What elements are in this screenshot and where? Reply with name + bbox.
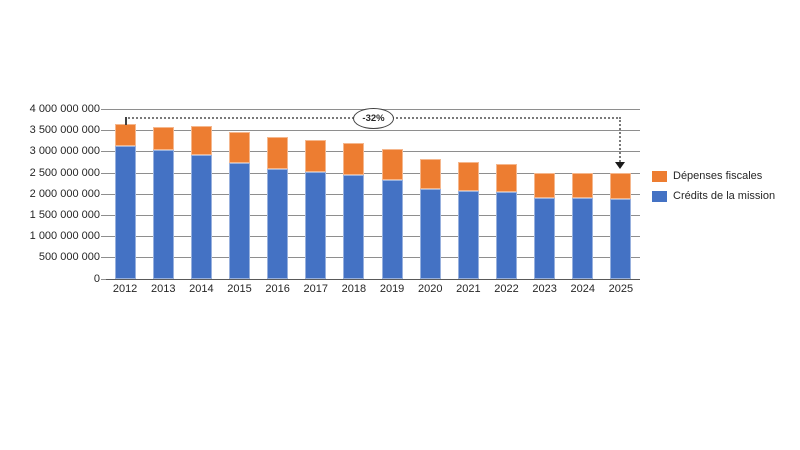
y-axis-tick-label: 1 500 000 000 bbox=[29, 208, 100, 221]
bar-2019-depenses bbox=[381, 148, 403, 181]
y-axis-tick bbox=[101, 109, 106, 110]
x-axis-label-2012: 2012 bbox=[112, 282, 138, 295]
gridline bbox=[106, 151, 640, 153]
bar-2016-credits bbox=[267, 169, 289, 279]
x-axis-line bbox=[106, 278, 640, 280]
bar-2020-credits bbox=[419, 188, 441, 279]
bar-2012-depenses bbox=[114, 124, 136, 146]
bar-2025-credits bbox=[610, 198, 632, 279]
legend-label: Crédits de la mission bbox=[673, 190, 776, 202]
y-axis-tick bbox=[101, 193, 106, 195]
y-axis-tick bbox=[101, 151, 106, 153]
bar-2024-credits bbox=[572, 197, 594, 279]
bar-2021-credits bbox=[457, 191, 479, 279]
legend-swatch-icon bbox=[652, 190, 667, 202]
x-axis-label-2024: 2024 bbox=[570, 282, 596, 295]
gridline bbox=[106, 193, 640, 195]
legend-item: Dépenses fiscales bbox=[652, 170, 775, 182]
gridline bbox=[106, 172, 640, 174]
bar-2024-depenses bbox=[572, 172, 594, 198]
x-axis-label-2021: 2021 bbox=[456, 282, 481, 295]
bar-2016-depenses bbox=[267, 137, 289, 170]
y-axis-tick-label: 4 000 000 000 bbox=[29, 103, 100, 115]
x-axis-label-2015: 2015 bbox=[227, 282, 252, 295]
legend: Dépenses fiscales Crédits de la mission bbox=[652, 170, 775, 210]
bar-2015-depenses bbox=[229, 131, 250, 164]
gridline bbox=[106, 236, 640, 238]
bar-2012-credits bbox=[114, 145, 136, 279]
x-axis-label-2014: 2014 bbox=[189, 282, 214, 295]
y-axis-tick-label: 0 bbox=[93, 272, 100, 285]
plot-area bbox=[106, 109, 640, 279]
annotation-start-tick bbox=[125, 117, 128, 125]
bar-2023-depenses bbox=[534, 172, 556, 198]
x-axis-label-2023: 2023 bbox=[532, 282, 557, 295]
y-axis-tick bbox=[101, 278, 106, 280]
bar-2018-credits bbox=[343, 175, 365, 279]
legend-item: Crédits de la mission bbox=[652, 190, 775, 202]
bar-2014-credits bbox=[190, 154, 212, 279]
x-axis-label-2025: 2025 bbox=[608, 282, 634, 295]
bar-2022-depenses bbox=[496, 164, 517, 192]
annotation-percent-label: -32% bbox=[353, 108, 394, 129]
gridline bbox=[106, 257, 640, 259]
bar-2015-credits bbox=[229, 163, 250, 279]
y-axis-tick bbox=[101, 236, 106, 238]
y-axis-tick-label: 500 000 000 bbox=[38, 251, 100, 264]
bar-2020-depenses bbox=[419, 158, 441, 189]
x-axis-label-2019: 2019 bbox=[379, 282, 405, 295]
bar-2017-depenses bbox=[305, 139, 327, 172]
bar-2021-depenses bbox=[457, 161, 479, 192]
bar-2022-credits bbox=[496, 191, 517, 279]
legend-label: Dépenses fiscales bbox=[673, 170, 763, 182]
x-axis-label-2013: 2013 bbox=[150, 282, 176, 295]
y-axis-tick bbox=[101, 172, 106, 174]
bar-2013-credits bbox=[152, 150, 174, 279]
y-axis-tick-label: 2 500 000 000 bbox=[29, 166, 100, 179]
bar-2017-credits bbox=[305, 171, 327, 279]
bar-2014-depenses bbox=[190, 125, 212, 155]
y-axis-tick-label: 3 000 000 000 bbox=[29, 145, 100, 158]
y-axis-tick-label: 2 000 000 000 bbox=[29, 187, 100, 200]
y-axis-tick-label: 3 500 000 000 bbox=[29, 124, 100, 137]
y-axis-tick bbox=[101, 130, 106, 132]
gridline bbox=[106, 130, 640, 132]
bar-2018-depenses bbox=[343, 142, 365, 176]
gridline bbox=[106, 214, 640, 216]
x-axis-label-2022: 2022 bbox=[494, 282, 519, 295]
bar-2019-credits bbox=[381, 180, 403, 279]
x-axis-label-2017: 2017 bbox=[303, 282, 329, 295]
bar-2013-depenses bbox=[152, 126, 174, 151]
x-axis-label-2018: 2018 bbox=[341, 282, 367, 295]
arrow-down-icon bbox=[614, 162, 625, 170]
y-axis-tick bbox=[101, 257, 106, 259]
y-axis-tick-label: 1 000 000 000 bbox=[29, 230, 100, 243]
x-axis-label-2016: 2016 bbox=[265, 282, 290, 295]
y-axis-tick bbox=[101, 214, 106, 216]
x-axis-label-2020: 2020 bbox=[417, 282, 443, 295]
legend-swatch-icon bbox=[652, 170, 667, 182]
bar-2025-depenses bbox=[610, 173, 632, 199]
bar-2023-credits bbox=[534, 198, 556, 279]
annotation-arrow-line bbox=[618, 117, 621, 163]
